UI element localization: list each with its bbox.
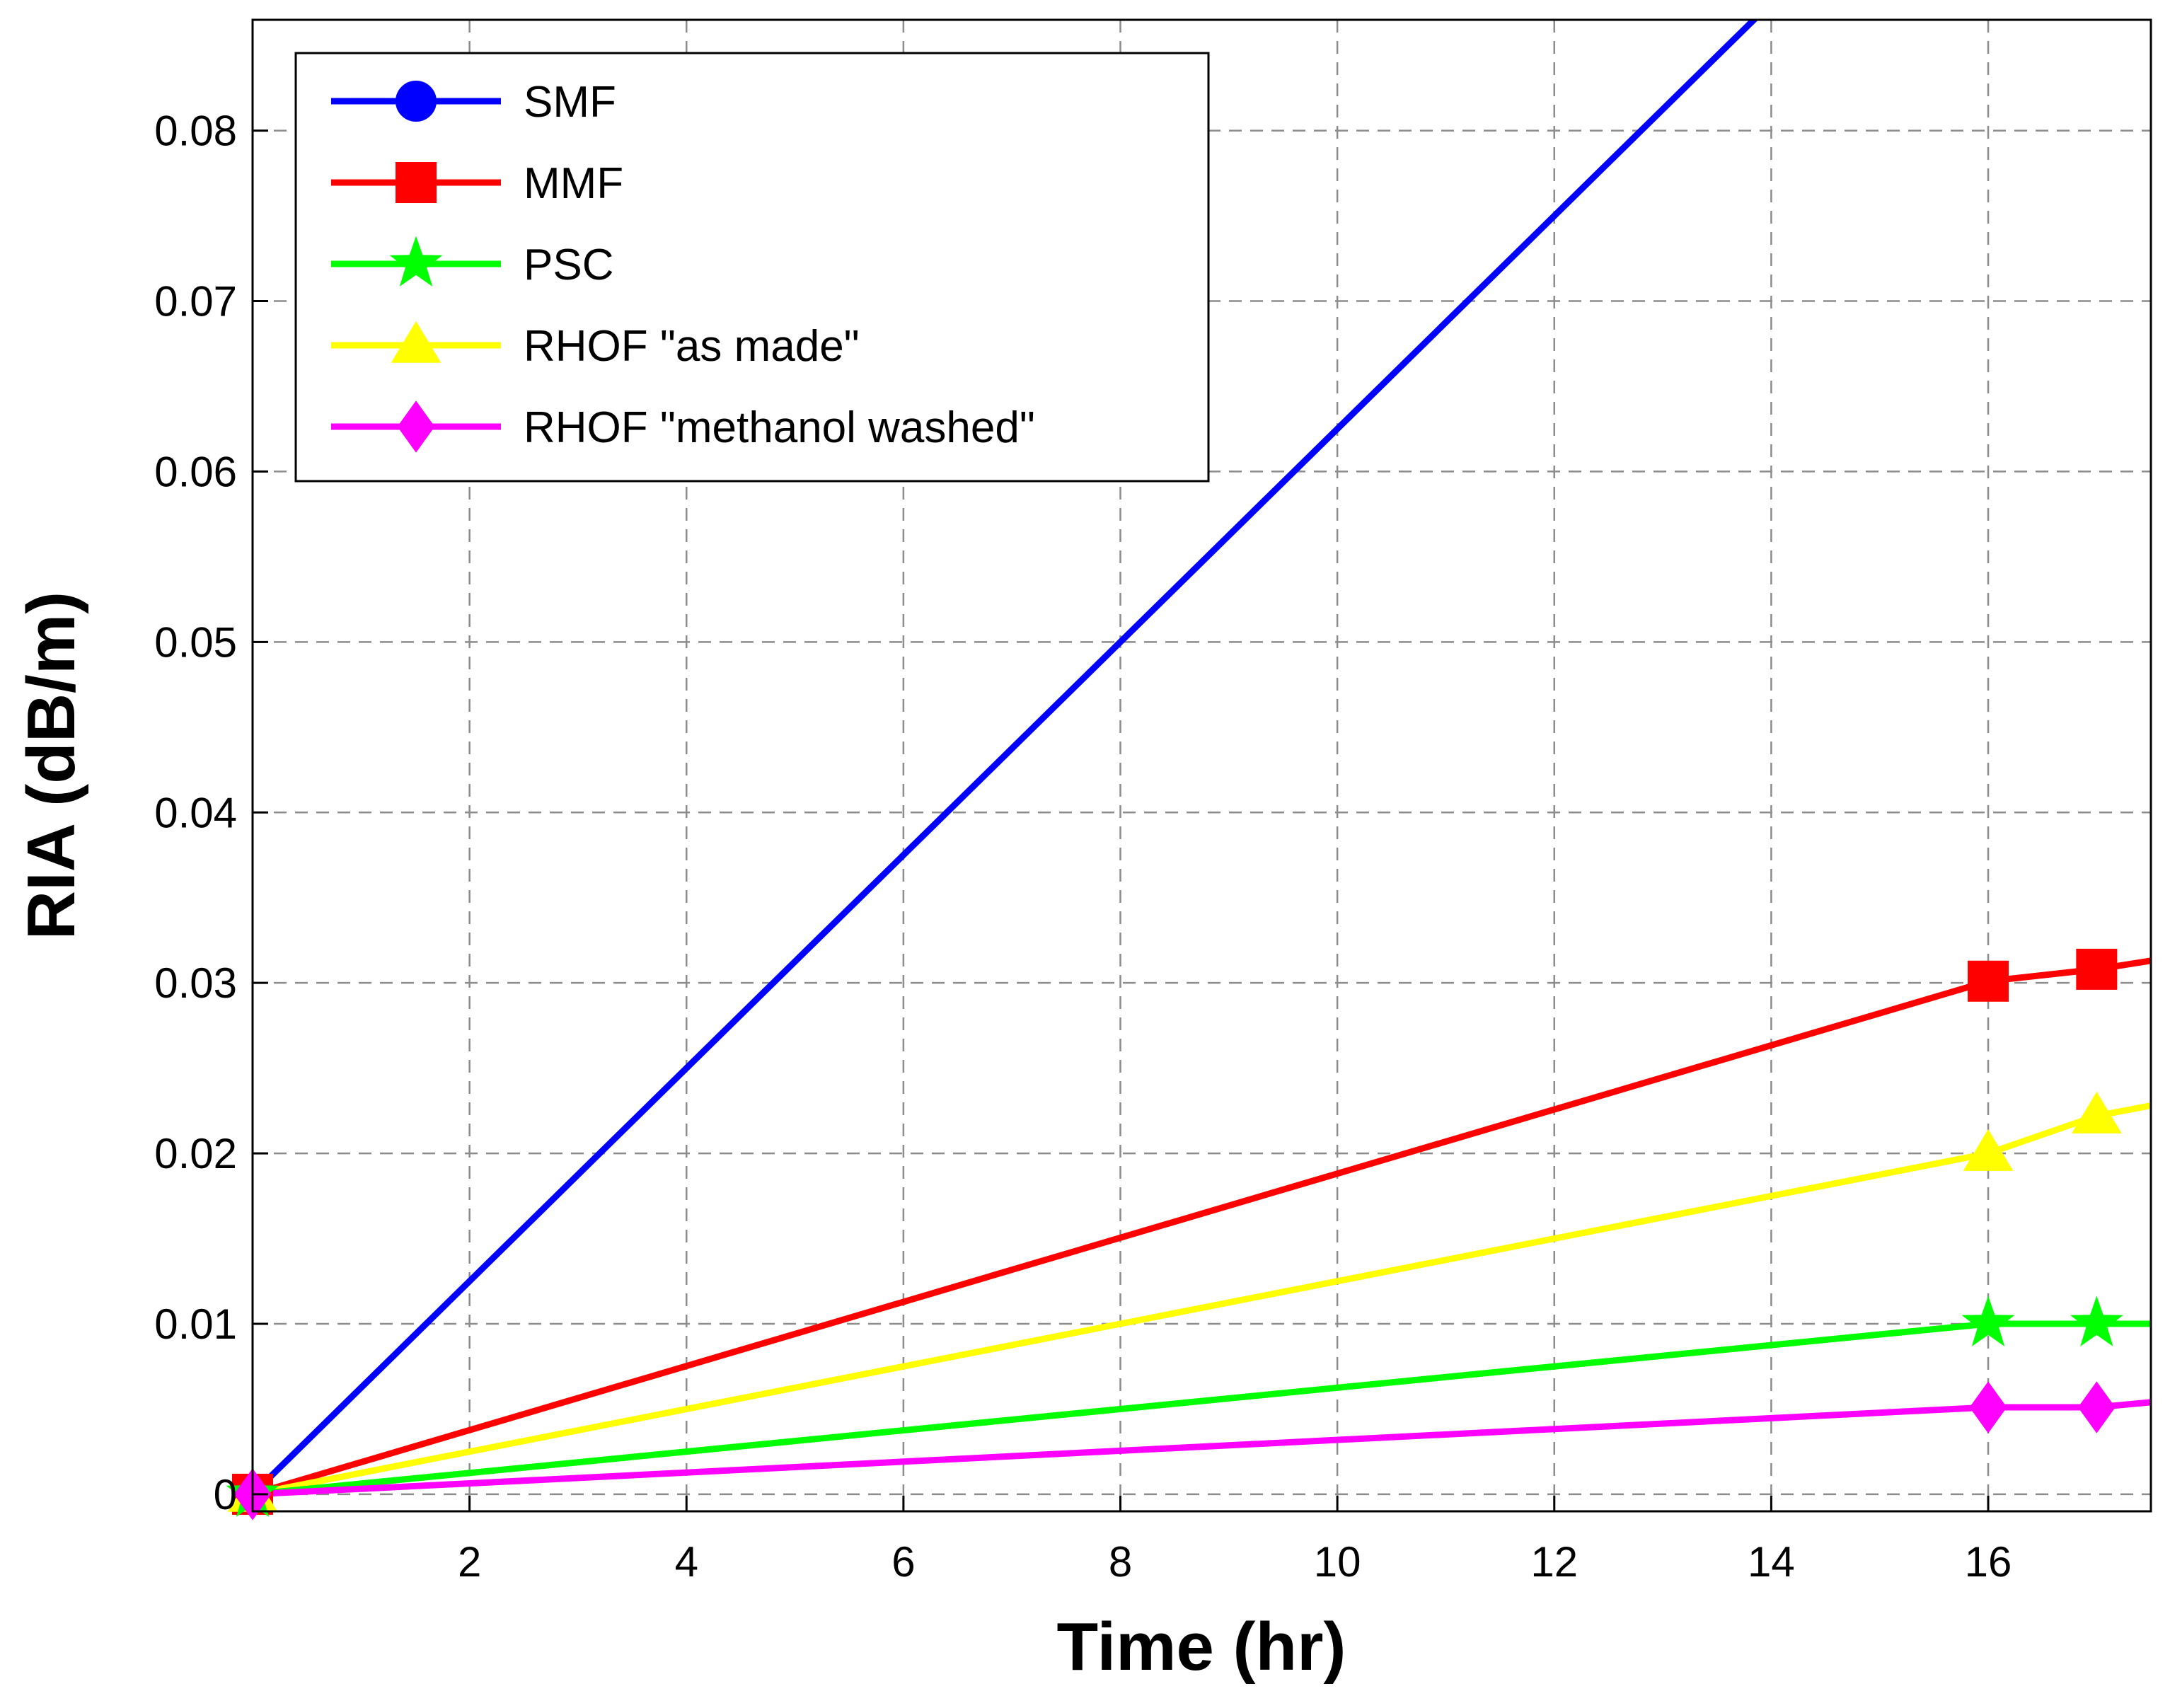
grid xyxy=(253,20,2151,1511)
y-tick-label: 0.05 xyxy=(154,618,237,666)
data-point-square xyxy=(1968,960,2009,1002)
legend-marker-triangle xyxy=(391,321,441,363)
data-point-diamond xyxy=(1969,1381,2007,1433)
y-tick-label: 0.01 xyxy=(154,1300,237,1348)
y-tick-label: 0.08 xyxy=(154,108,237,155)
data-point-triangle xyxy=(2071,1091,2122,1133)
legend-marker-circle xyxy=(396,81,437,122)
y-tick-label: 0.07 xyxy=(154,278,237,325)
legend-label: RHOF "as made" xyxy=(524,322,860,371)
series-line-circle xyxy=(253,20,1759,1497)
y-tick-label: 0.06 xyxy=(154,448,237,495)
y-axis-title: RIA (dB/m) xyxy=(13,592,89,940)
x-tick-label: 4 xyxy=(675,1538,698,1586)
data-point-diamond xyxy=(2077,1381,2116,1433)
series-line-diamond xyxy=(253,1399,2151,1498)
y-tick-label: 0.03 xyxy=(154,959,237,1007)
series-lines xyxy=(253,20,2151,1498)
legend: SMF MMF PSC RHOF "as made" RHOF "methanol wa… xyxy=(294,52,1210,483)
plot-frame xyxy=(251,18,2152,1513)
data-point-square xyxy=(2076,948,2118,990)
x-tick-label: 8 xyxy=(1109,1538,1132,1586)
legend-marker-star xyxy=(389,236,443,287)
x-tick-label: 14 xyxy=(1748,1538,1795,1586)
legend-marker-diamond xyxy=(397,400,435,453)
x-tick-label: 12 xyxy=(1530,1538,1578,1586)
legend-label: RHOF "methanol washed" xyxy=(524,403,1035,452)
y-tick-label: 0.02 xyxy=(154,1130,237,1177)
series-line-star xyxy=(253,1320,2151,1498)
series-line-triangle xyxy=(253,1102,2151,1498)
y-tick-label: 0 xyxy=(214,1471,237,1518)
legend-label: PSC xyxy=(524,241,613,289)
x-tick-label: 6 xyxy=(891,1538,915,1586)
series-line-square xyxy=(253,957,2151,1498)
x-axis-ticks: 2 4 6 8 10 12 14 16 xyxy=(458,1496,2012,1586)
data-point-star xyxy=(1961,1296,2015,1346)
y-tick-label: 0.04 xyxy=(154,789,237,836)
x-tick-label: 2 xyxy=(458,1538,481,1586)
x-tick-label: 10 xyxy=(1314,1538,1361,1586)
data-point-triangle xyxy=(1963,1129,2014,1171)
legend-label: SMF xyxy=(524,78,616,127)
x-tick-label: 16 xyxy=(1965,1538,2012,1586)
legend-label: MMF xyxy=(524,159,623,208)
x-axis-title: Time (hr) xyxy=(1057,1609,1346,1685)
legend-marker-square xyxy=(396,162,437,203)
data-point-star xyxy=(2070,1296,2123,1346)
y-axis-ticks: 0 0.01 0.02 0.03 0.04 0.05 0.06 0.07 0.08 xyxy=(154,108,268,1518)
